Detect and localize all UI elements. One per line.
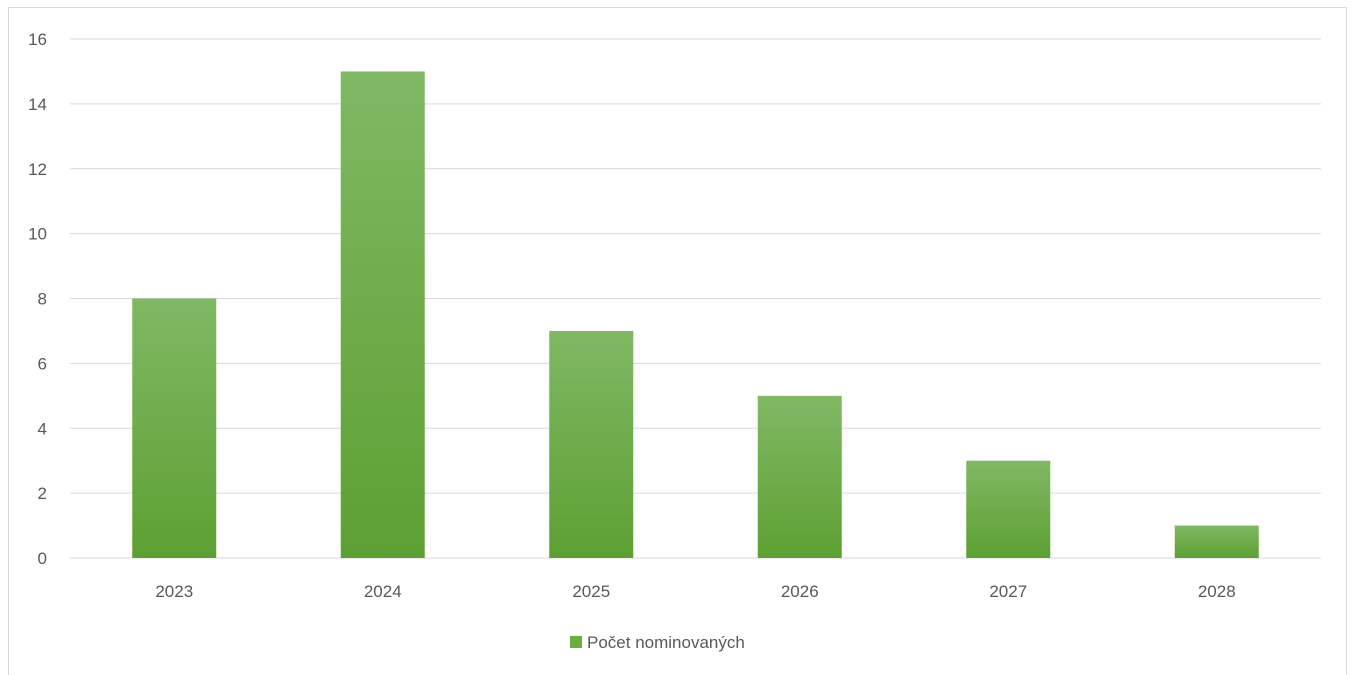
x-tick-label: 2025: [572, 582, 610, 601]
bars: [132, 71, 1259, 558]
bar-2023: [132, 298, 217, 558]
x-tick-label: 2023: [155, 582, 193, 601]
x-axis-tick-labels: 2023 2024 2025 2026 2027 2028: [155, 582, 1235, 601]
y-tick-label: 12: [28, 160, 47, 179]
legend-label: Počet nominovaných: [587, 633, 745, 652]
bar-2026: [757, 395, 842, 558]
x-tick-label: 2026: [781, 582, 819, 601]
y-tick-label: 8: [38, 290, 47, 309]
y-tick-label: 4: [38, 419, 47, 438]
y-tick-label: 0: [38, 549, 47, 568]
y-tick-label: 6: [38, 354, 47, 373]
chart-frame: [8, 7, 1347, 675]
y-tick-label: 14: [28, 95, 47, 114]
bar-2027: [966, 460, 1051, 558]
bar-2024: [340, 71, 425, 558]
gridlines: [70, 38, 1321, 559]
bar-2028: [1174, 525, 1259, 558]
legend: Počet nominovaných: [570, 633, 745, 652]
y-tick-label: 16: [28, 30, 47, 49]
legend-swatch: [570, 636, 582, 648]
x-tick-label: 2028: [1198, 582, 1236, 601]
y-axis-tick-labels: 0 2 4 6 8 10 12 14 16: [28, 30, 47, 568]
y-tick-label: 10: [28, 225, 47, 244]
x-tick-label: 2027: [989, 582, 1027, 601]
bar-2025: [549, 330, 634, 558]
y-tick-label: 2: [38, 484, 47, 503]
x-tick-label: 2024: [364, 582, 402, 601]
